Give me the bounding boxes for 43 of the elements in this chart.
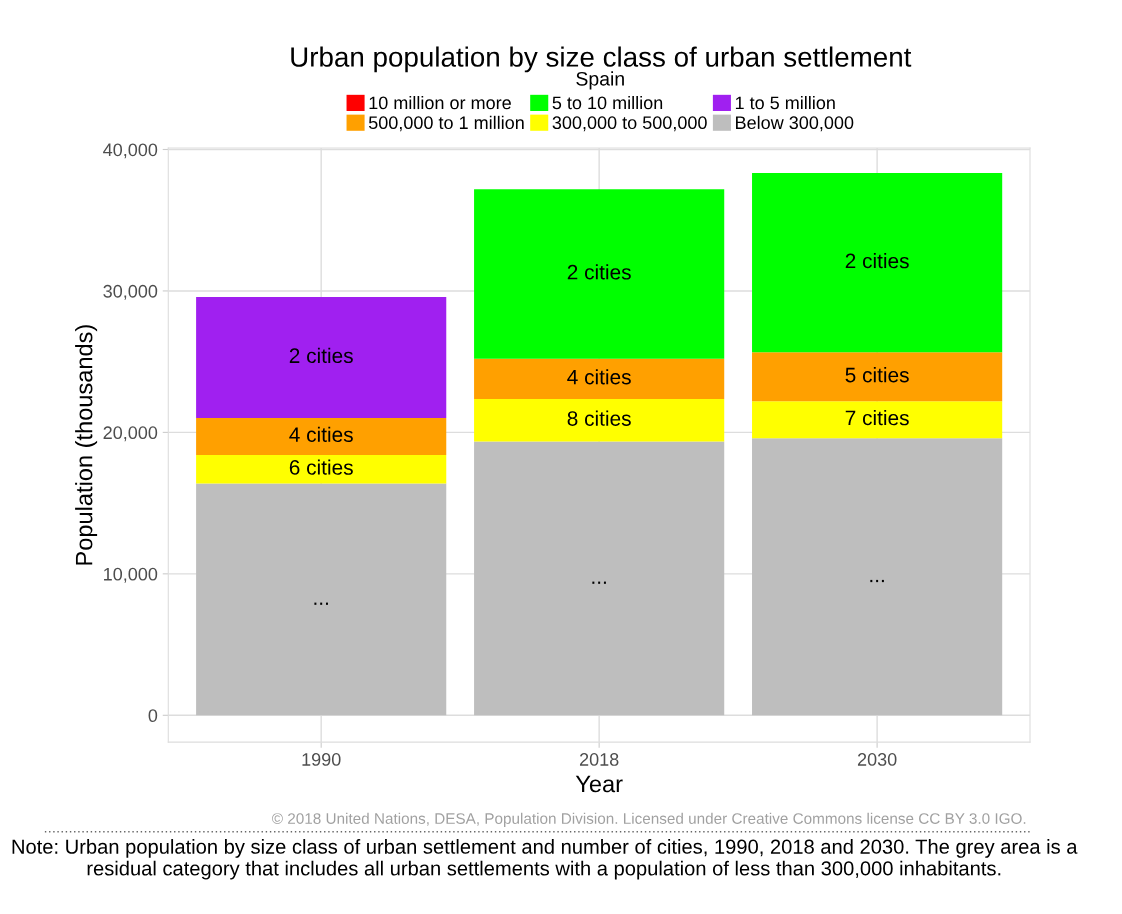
x-tick-label: 2018 [579, 753, 619, 766]
bar [474, 358, 725, 399]
annotation: 7 cities [845, 410, 909, 426]
bar [196, 454, 447, 484]
annotation: 2 cities [289, 347, 353, 364]
annotation: 4 cities [289, 426, 353, 443]
y-axis-title: Population (thousands) [75, 325, 98, 565]
x-tick-label: 2030 [857, 753, 897, 766]
y-tick-label: 10,000 [104, 567, 158, 583]
legend-label: 1 to 5 million [735, 96, 835, 110]
text: © 2018 United Nations, DESA, Population Division. Licensed under Creative Commons license CC BY 3.0 IGO. [272, 812, 1026, 827]
bar [474, 189, 725, 359]
legend-label: 5 to 10 million [552, 96, 663, 110]
text: Note: Urban population by size class of urban settlement and number of cities, 1990, 2018 and 2030. The grey area is a residual category that includes all urban settlements with a population of less than 300,000 inhabitants. [12, 839, 1078, 880]
annotation: ... [870, 579, 884, 583]
y-tick-label: 0 [148, 709, 158, 723]
bar [752, 173, 1003, 353]
bar [196, 483, 447, 716]
bar [474, 399, 725, 442]
bar [474, 441, 725, 716]
bar [752, 352, 1003, 402]
legend-label: Below 300,000 [736, 115, 854, 132]
y-tick-label: 30,000 [103, 284, 158, 300]
legend-label: 10 million or more [369, 96, 511, 110]
annotation: 6 cities [289, 459, 353, 475]
annotation: ... [592, 581, 606, 584]
annotation: 8 cities [567, 410, 631, 426]
legend-label: 500,000 to 1 million [368, 115, 524, 132]
annotation: 5 cities [845, 367, 909, 383]
bar [752, 401, 1003, 439]
chart-subtitle: Spain [576, 71, 624, 90]
annotation: 4 cities [567, 369, 631, 385]
bar [196, 417, 447, 455]
legend-label: 300,000 to 500,000 [552, 116, 707, 132]
x-tick-label: 1990 [302, 753, 341, 766]
bar [196, 297, 447, 418]
annotation: ... [314, 602, 328, 605]
x-axis-title: Year [575, 775, 623, 793]
bar [752, 438, 1003, 716]
annotation: 2 cities [567, 264, 631, 280]
y-tick-label: 40,000 [103, 143, 158, 159]
annotation: 2 cities [845, 253, 909, 269]
y-tick-label: 20,000 [103, 426, 158, 442]
